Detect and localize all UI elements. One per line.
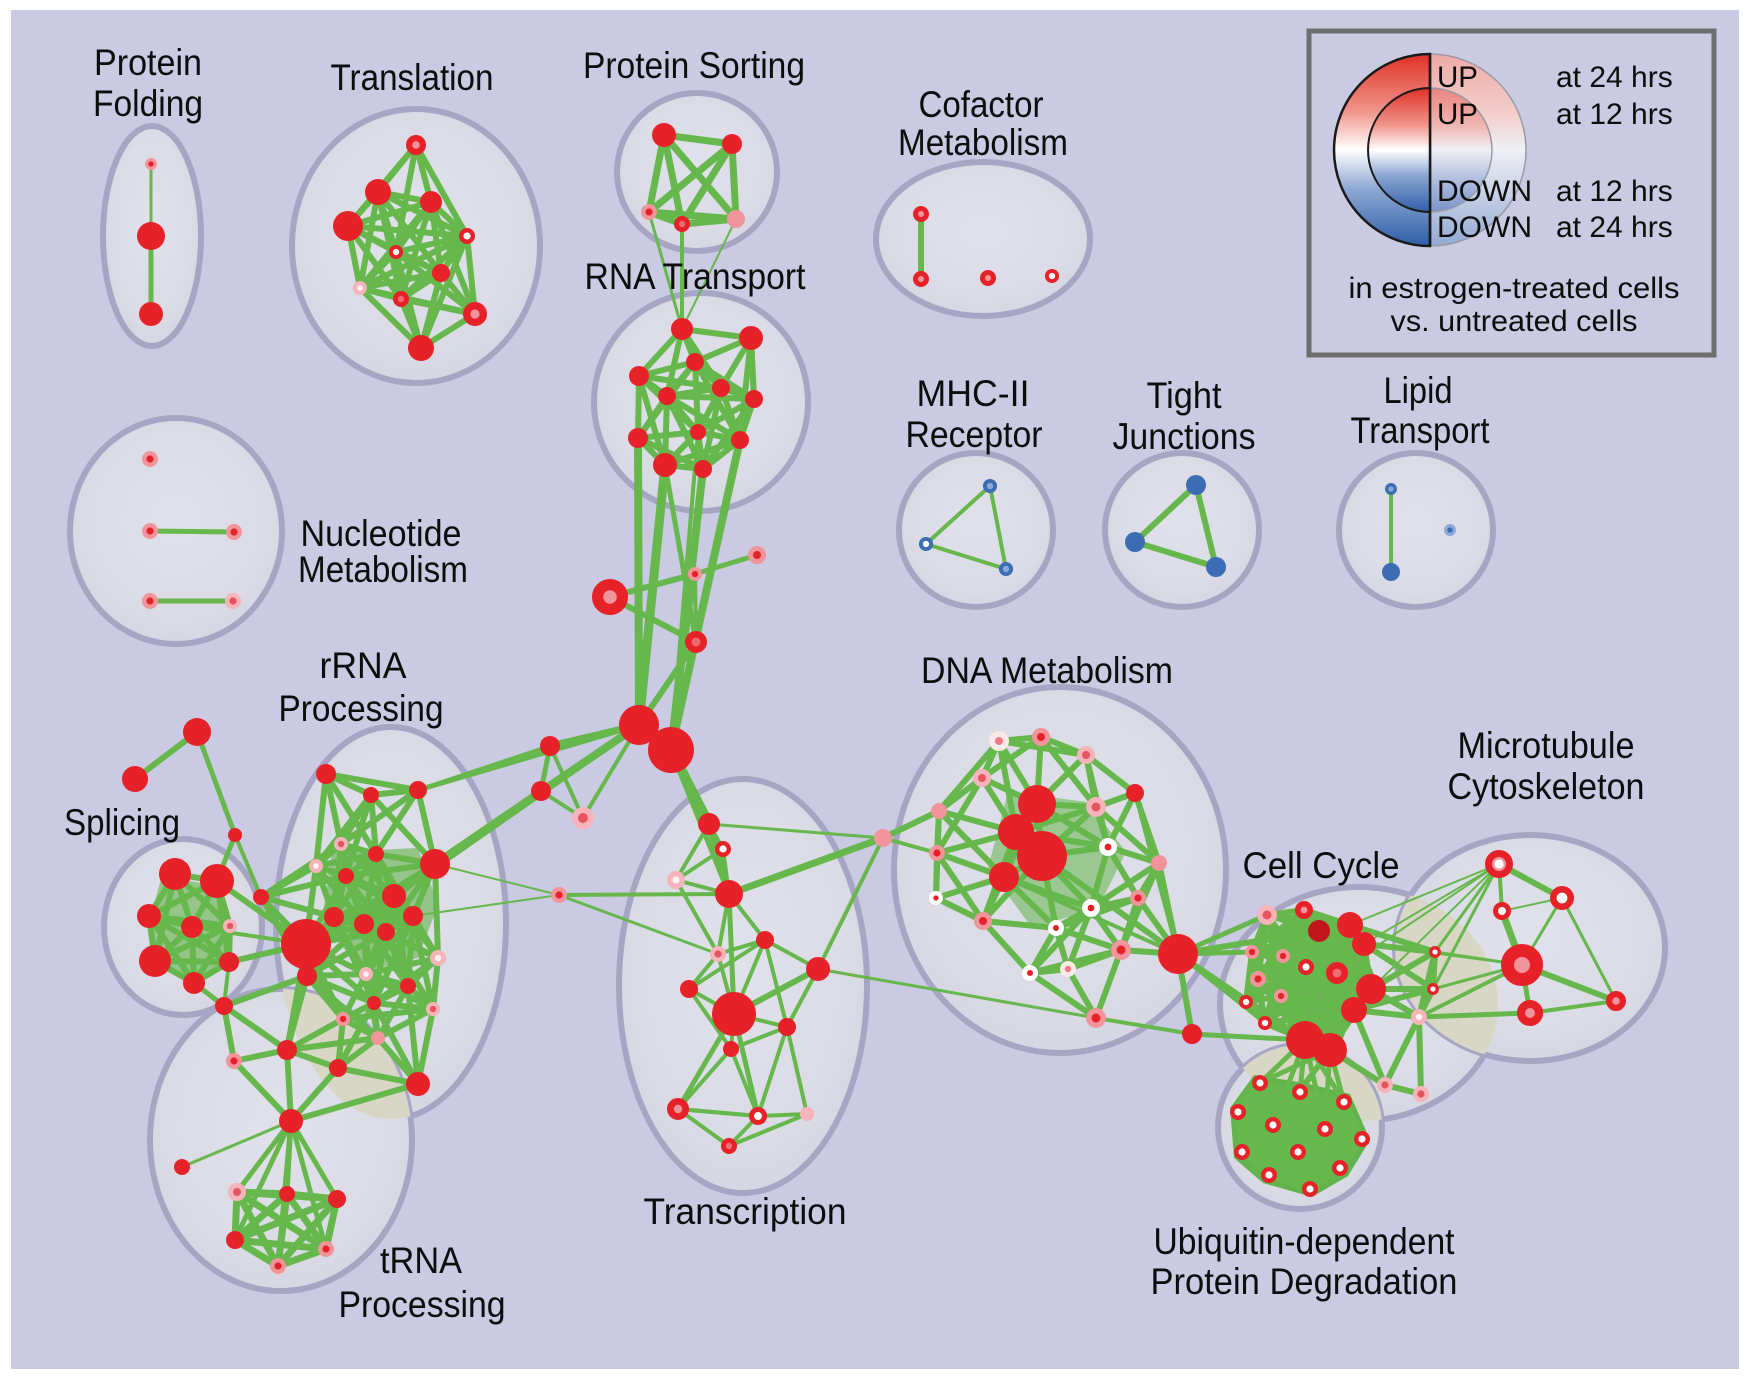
svg-text:Ubiquitin-dependent: Ubiquitin-dependent <box>1154 1221 1456 1262</box>
svg-text:Transcription: Transcription <box>644 1191 847 1232</box>
svg-text:at 24 hrs: at 24 hrs <box>1556 61 1673 94</box>
svg-text:Translation: Translation <box>331 57 494 98</box>
svg-text:RNA Transport: RNA Transport <box>585 256 807 297</box>
svg-text:vs. untreated cells: vs. untreated cells <box>1391 305 1638 338</box>
svg-text:Junctions: Junctions <box>1113 416 1256 457</box>
svg-text:Processing: Processing <box>339 1284 506 1325</box>
svg-text:Cofactor: Cofactor <box>919 84 1044 125</box>
svg-text:at 12 hrs: at 12 hrs <box>1556 175 1673 208</box>
svg-text:Protein: Protein <box>94 42 202 83</box>
svg-text:Cell Cycle: Cell Cycle <box>1243 845 1400 886</box>
svg-text:at 24 hrs: at 24 hrs <box>1556 211 1673 244</box>
svg-text:UP: UP <box>1437 98 1478 131</box>
svg-text:DNA Metabolism: DNA Metabolism <box>921 650 1173 691</box>
svg-text:DOWN: DOWN <box>1437 175 1532 208</box>
svg-text:rRNA: rRNA <box>320 645 407 686</box>
svg-text:in estrogen-treated cells: in estrogen-treated cells <box>1349 272 1680 305</box>
svg-text:Tight: Tight <box>1147 375 1223 416</box>
svg-text:Metabolism: Metabolism <box>298 549 468 590</box>
svg-text:UP: UP <box>1437 61 1478 94</box>
svg-text:Lipid: Lipid <box>1384 370 1453 411</box>
svg-text:Metabolism: Metabolism <box>898 122 1068 163</box>
svg-text:Receptor: Receptor <box>906 414 1043 455</box>
svg-text:Splicing: Splicing <box>64 802 180 843</box>
svg-text:Folding: Folding <box>93 83 203 124</box>
svg-text:Microtubule: Microtubule <box>1458 725 1635 766</box>
svg-text:DOWN: DOWN <box>1437 211 1532 244</box>
svg-text:Protein Sorting: Protein Sorting <box>583 45 805 86</box>
svg-text:Nucleotide: Nucleotide <box>301 513 462 554</box>
svg-text:Cytoskeleton: Cytoskeleton <box>1448 766 1645 807</box>
svg-text:tRNA: tRNA <box>380 1240 462 1281</box>
svg-text:Transport: Transport <box>1351 410 1491 451</box>
svg-text:Protein Degradation: Protein Degradation <box>1151 1261 1458 1302</box>
svg-text:Processing: Processing <box>279 688 444 729</box>
svg-text:MHC-II: MHC-II <box>917 373 1030 414</box>
svg-text:at 12 hrs: at 12 hrs <box>1556 98 1673 131</box>
